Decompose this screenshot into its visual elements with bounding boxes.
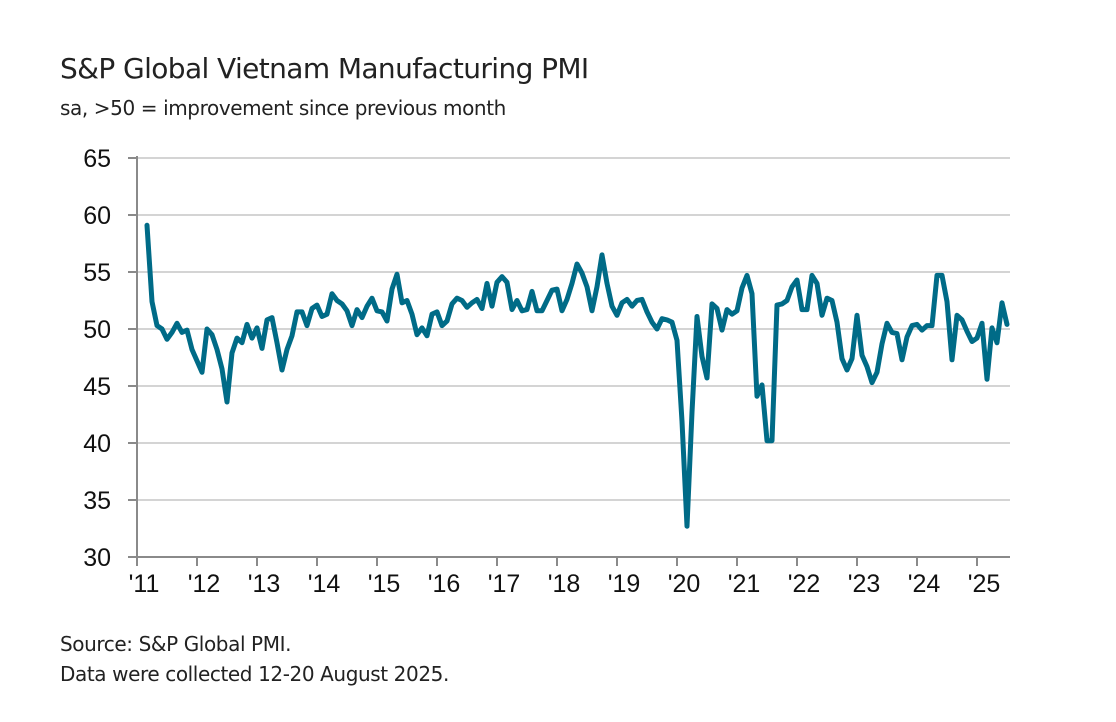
y-tick-label: 30 (83, 544, 111, 572)
axes (128, 156, 1010, 566)
chart-subtitle: sa, >50 = improvement since previous mon… (60, 96, 506, 120)
source-note: Source: S&P Global PMI. (60, 632, 292, 656)
collection-note: Data were collected 12-20 August 2025. (60, 662, 449, 686)
x-tick-label: '15 (368, 570, 401, 598)
series-line-0 (144, 222, 1010, 529)
gridlines (137, 157, 1010, 501)
y-tick-label: 35 (83, 487, 111, 515)
x-tick-label: '13 (248, 570, 281, 598)
x-tick-label: '17 (488, 570, 521, 598)
series-layer (144, 222, 1010, 529)
y-tick-label: 40 (83, 430, 111, 458)
x-tick-label: '14 (308, 570, 341, 598)
x-tick-label: '12 (188, 570, 221, 598)
x-tick-label: '24 (908, 570, 941, 598)
x-tick-label: '19 (608, 570, 641, 598)
x-tick-label: '23 (848, 570, 881, 598)
x-tick-label: '20 (668, 570, 701, 598)
x-tick-label: '18 (548, 570, 581, 598)
chart-title: S&P Global Vietnam Manufacturing PMI (60, 52, 589, 85)
x-tick-label: '11 (129, 570, 160, 598)
x-tick-label: '21 (728, 570, 761, 598)
y-tick-label: 65 (83, 145, 111, 173)
y-tick-label: 60 (83, 202, 111, 230)
y-tick-label: 45 (83, 373, 111, 401)
x-tick-label: '16 (428, 570, 461, 598)
y-tick-label: 50 (83, 316, 111, 344)
y-tick-labels: 30 35 40 45 50 55 60 65 (83, 145, 111, 572)
x-tick-labels: '11 '12 '13 '14 '15 '16 '17 '18 '19 '20 '21 '22 '23 '… (129, 570, 1001, 598)
y-tick-label: 55 (83, 259, 111, 287)
x-tick-label: '25 (968, 570, 1001, 598)
x-tick-label: '22 (788, 570, 821, 598)
